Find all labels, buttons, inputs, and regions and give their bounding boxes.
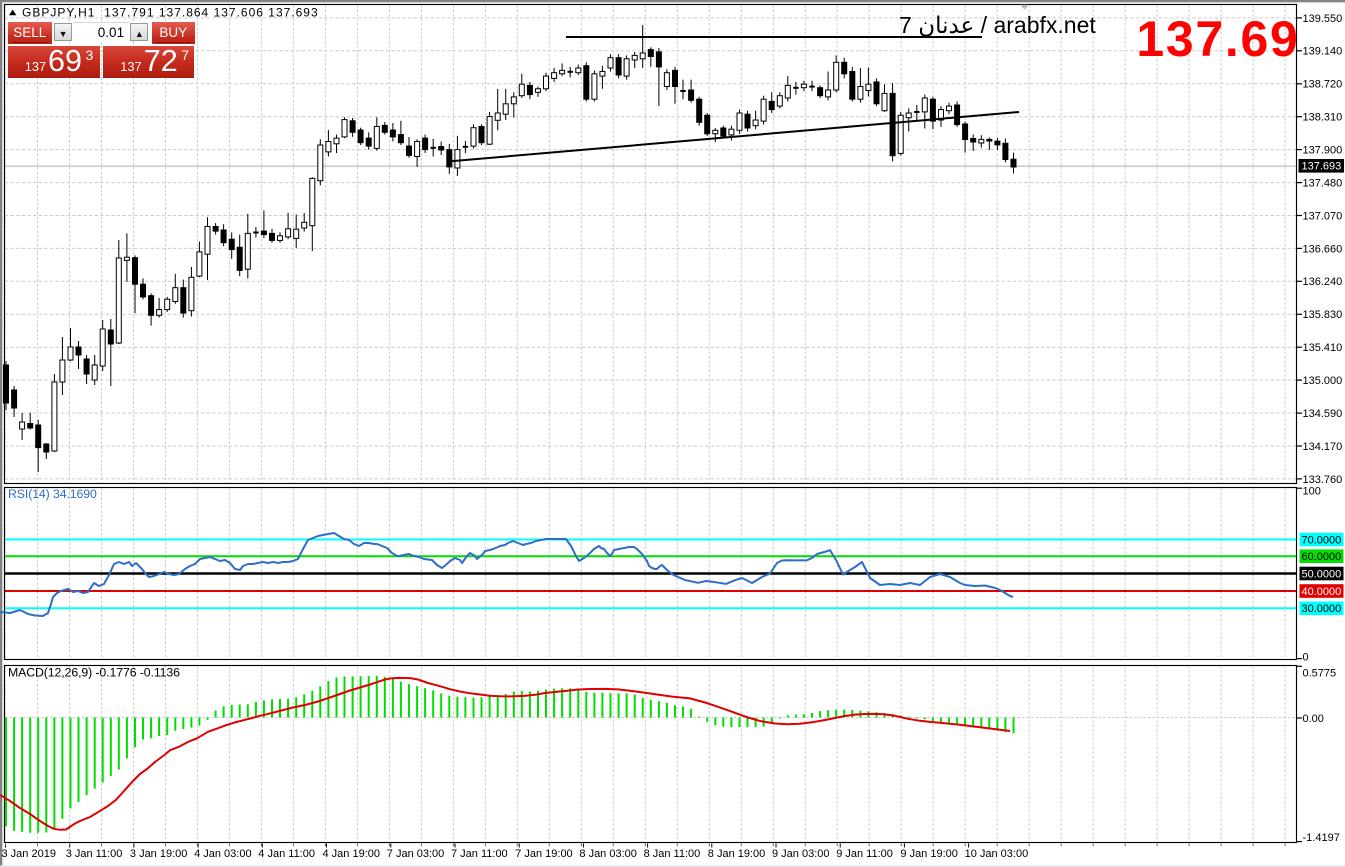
svg-text:30.0000: 30.0000 [1302,603,1342,615]
svg-text:138.310: 138.310 [1303,112,1343,124]
svg-text:7 Jan 03:00: 7 Jan 03:00 [387,848,445,860]
svg-text:0.5775: 0.5775 [1303,668,1337,680]
svg-text:3 Jan 2019: 3 Jan 2019 [2,848,56,860]
svg-text:9 Jan 19:00: 9 Jan 19:00 [900,848,958,860]
svg-text:136.240: 136.240 [1303,276,1343,288]
svg-text:10 Jan 03:00: 10 Jan 03:00 [965,848,1029,860]
svg-text:136.660: 136.660 [1303,243,1343,255]
svg-text:137.480: 137.480 [1303,178,1343,190]
svg-text:139.140: 139.140 [1303,46,1343,58]
svg-text:3 Jan 11:00: 3 Jan 11:00 [66,848,123,860]
svg-text:134.170: 134.170 [1303,441,1343,453]
svg-text:70.0000: 70.0000 [1302,534,1342,546]
svg-text:137.693: 137.693 [1302,161,1342,173]
svg-text:138.720: 138.720 [1303,79,1343,91]
svg-text:40.0000: 40.0000 [1302,586,1342,598]
svg-text:100: 100 [1303,486,1321,498]
svg-text:134.590: 134.590 [1303,408,1343,420]
svg-text:135.830: 135.830 [1303,309,1343,321]
svg-text:4 Jan 19:00: 4 Jan 19:00 [323,848,381,860]
svg-text:135.410: 135.410 [1303,342,1343,354]
svg-text:0.00: 0.00 [1303,713,1324,725]
svg-text:8 Jan 03:00: 8 Jan 03:00 [579,848,637,860]
svg-text:8 Jan 19:00: 8 Jan 19:00 [708,848,766,860]
svg-text:8 Jan 11:00: 8 Jan 11:00 [644,848,701,860]
svg-text:7 Jan 11:00: 7 Jan 11:00 [451,848,508,860]
svg-text:50.0000: 50.0000 [1302,568,1342,580]
svg-text:137.900: 137.900 [1303,145,1343,157]
svg-text:9 Jan 11:00: 9 Jan 11:00 [836,848,893,860]
svg-text:60.0000: 60.0000 [1302,551,1342,563]
svg-text:4 Jan 03:00: 4 Jan 03:00 [194,848,252,860]
svg-text:0: 0 [1303,651,1309,663]
svg-text:MACD(12,26,9) -0.1776 -0.1136: MACD(12,26,9) -0.1776 -0.1136 [8,665,180,679]
svg-text:9 Jan 03:00: 9 Jan 03:00 [772,848,830,860]
svg-text:137.070: 137.070 [1303,210,1343,222]
svg-text:4 Jan 11:00: 4 Jan 11:00 [258,848,315,860]
svg-text:RSI(14) 34.1690: RSI(14) 34.1690 [8,487,97,501]
svg-text:7 Jan 19:00: 7 Jan 19:00 [515,848,573,860]
svg-text:3 Jan 19:00: 3 Jan 19:00 [130,848,188,860]
svg-text:137.69: 137.69 [1136,11,1299,67]
svg-text:133.760: 133.760 [1303,474,1343,486]
svg-text:GBPJPY,H1 137.791 137.864 137: GBPJPY,H1 137.791 137.864 137.606 137.69… [22,6,319,20]
svg-text:7 عدنان / arabfx.net: 7 عدنان / arabfx.net [899,12,1096,38]
svg-text:-1.4197: -1.4197 [1303,832,1340,844]
svg-text:139.550: 139.550 [1303,13,1343,25]
svg-text:135.000: 135.000 [1303,375,1343,387]
